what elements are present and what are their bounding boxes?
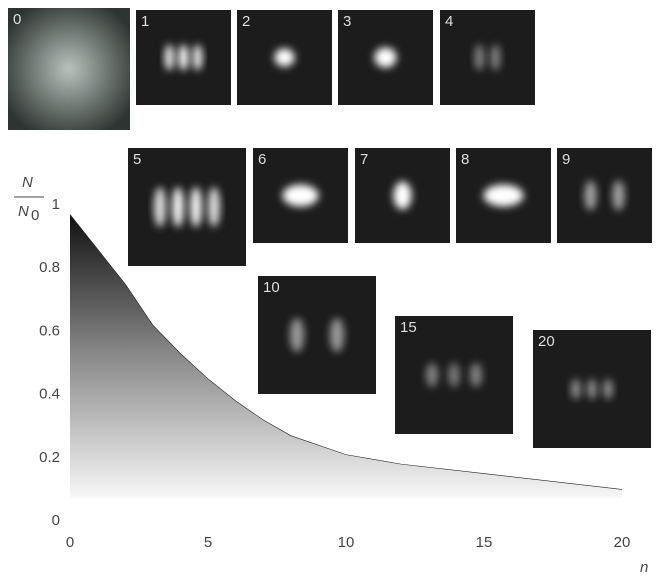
atom-cloud xyxy=(179,45,189,71)
inset-image: 0 xyxy=(8,8,130,130)
y-tick-label: 0.8 xyxy=(39,259,60,276)
y-tick-label: 1 xyxy=(52,196,60,213)
inset-label: 10 xyxy=(263,279,280,296)
x-tick-label: 5 xyxy=(204,534,212,551)
inset-label: 4 xyxy=(445,13,453,30)
atom-cloud xyxy=(603,379,613,399)
inset-image: 20 xyxy=(533,330,651,448)
y-tick-label: 0.2 xyxy=(39,449,60,466)
atom-cloud xyxy=(154,187,166,227)
atom-cloud xyxy=(484,185,524,207)
atom-cloud xyxy=(208,187,220,227)
figure: N N 0 n 00.20.40.60.81051015200123456789… xyxy=(0,0,656,580)
y-tick-label: 0.4 xyxy=(39,386,60,403)
inset-background xyxy=(440,10,535,105)
y-axis-label: N N 0 xyxy=(14,174,44,224)
y-tick-label: 0 xyxy=(52,512,60,529)
atom-cloud xyxy=(475,45,485,71)
inset-image: 1 xyxy=(136,10,231,105)
inset-image: 2 xyxy=(237,10,332,105)
inset-image: 9 xyxy=(557,148,652,243)
inset-label: 3 xyxy=(343,13,351,30)
inset-label: 5 xyxy=(133,151,141,168)
inset-label: 8 xyxy=(461,151,469,168)
atom-cloud xyxy=(491,45,501,71)
inset-image: 15 xyxy=(395,316,513,434)
inset-image: 3 xyxy=(338,10,433,105)
inset-label: 7 xyxy=(360,151,368,168)
inset-label: 2 xyxy=(242,13,250,30)
inset-background xyxy=(557,148,652,243)
inset-label: 6 xyxy=(258,151,266,168)
atom-cloud xyxy=(275,49,295,67)
x-tick-label: 10 xyxy=(338,534,355,551)
inset-image: 8 xyxy=(456,148,551,243)
inset-image: 6 xyxy=(253,148,348,243)
atom-cloud xyxy=(470,363,482,387)
inset-label: 9 xyxy=(562,151,570,168)
x-tick-label: 20 xyxy=(614,534,631,551)
atom-cloud xyxy=(613,181,625,211)
inset-image: 5 xyxy=(128,148,246,266)
inset-label: 15 xyxy=(400,319,417,336)
atom-cloud xyxy=(283,185,319,207)
atom-cloud xyxy=(587,379,597,399)
atom-cloud xyxy=(394,182,412,210)
inset-label: 1 xyxy=(141,13,149,30)
atom-cloud xyxy=(172,187,184,227)
inset-background xyxy=(8,8,130,130)
atom-cloud xyxy=(585,181,597,211)
x-tick-label: 0 xyxy=(66,534,74,551)
inset-label: 20 xyxy=(538,333,555,350)
atom-cloud xyxy=(330,318,344,352)
y-label-subscript: 0 xyxy=(31,207,39,224)
inset-label: 0 xyxy=(13,11,21,28)
inset-image: 7 xyxy=(355,148,450,243)
inset-image: 10 xyxy=(258,276,376,394)
atom-cloud xyxy=(571,379,581,399)
atom-cloud xyxy=(375,48,397,68)
inset-background xyxy=(128,148,246,266)
atom-cloud xyxy=(448,363,460,387)
atom-cloud xyxy=(190,187,202,227)
atom-cloud xyxy=(290,318,304,352)
atom-cloud xyxy=(426,363,438,387)
inset-image: 4 xyxy=(440,10,535,105)
atom-cloud xyxy=(193,45,203,71)
y-label-numerator: N xyxy=(22,174,33,191)
y-label-denominator: N xyxy=(18,203,29,220)
atom-cloud xyxy=(165,45,175,71)
x-tick-label: 15 xyxy=(476,534,493,551)
x-axis-label: n xyxy=(640,559,648,576)
y-tick-label: 0.6 xyxy=(39,322,60,339)
